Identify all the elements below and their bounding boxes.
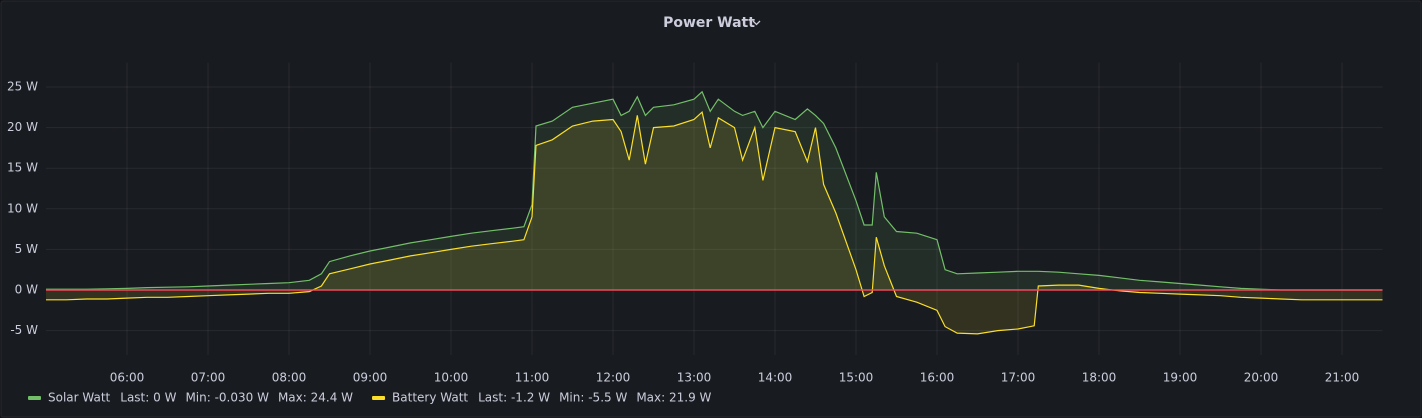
grid: -5 W 0 W 5 W 10 W 15 W 20 W 25 W 06:00 07:00 08:0… [7,62,1383,385]
x-tick-label: 19:00 [1163,371,1198,385]
y-tick-label: 5 W [15,242,38,256]
y-tick-label: 15 W [7,161,38,175]
legend-swatch[interactable] [372,396,386,400]
y-tick-label: -5 W [10,323,38,337]
area-fill [46,91,1383,291]
area-fill [46,112,1383,334]
chart-title[interactable]: Power Watt [663,15,755,31]
legend-stat: Min: -0.030 W [185,391,269,405]
x-tick-label: 14:00 [758,371,793,385]
x-tick-label: 08:00 [272,371,307,385]
legend-label[interactable]: Battery Watt [392,391,468,405]
x-tick-label: 07:00 [191,371,226,385]
series-line [46,90,1383,291]
y-tick-label: 25 W [7,79,38,93]
x-tick-label: 12:00 [596,371,631,385]
legend: Solar Watt Last: 0 W Min: -0.030 W Max: 24.… [28,391,712,405]
x-tick-label: 13:00 [677,371,712,385]
legend-stat: Min: -5.5 W [559,391,627,405]
x-tick-label: 09:00 [353,371,388,385]
y-tick-label: 10 W [7,201,38,215]
x-tick-label: 06:00 [110,371,145,385]
x-tick-label: 18:00 [1082,371,1117,385]
legend-stat: Last: -1.2 W [478,391,550,405]
x-tick-label: 11:00 [515,371,550,385]
x-tick-label: 20:00 [1244,371,1279,385]
legend-stat: Last: 0 W [120,391,176,405]
legend-label[interactable]: Solar Watt [48,391,111,405]
legend-stat: Max: 21.9 W [636,391,711,405]
legend-stat: Max: 24.4 W [278,391,353,405]
legend-swatch[interactable] [28,396,41,400]
x-tick-label: 21:00 [1325,371,1360,385]
plot-area [46,90,1383,335]
x-tick-label: 17:00 [1001,371,1036,385]
y-tick-label: 0 W [15,283,38,297]
x-tick-label: 15:00 [839,371,874,385]
series-line [46,110,1383,335]
x-tick-label: 10:00 [434,371,469,385]
title-menu-chevron[interactable] [752,20,761,26]
y-tick-label: 20 W [7,120,38,134]
x-tick-label: 16:00 [920,371,955,385]
